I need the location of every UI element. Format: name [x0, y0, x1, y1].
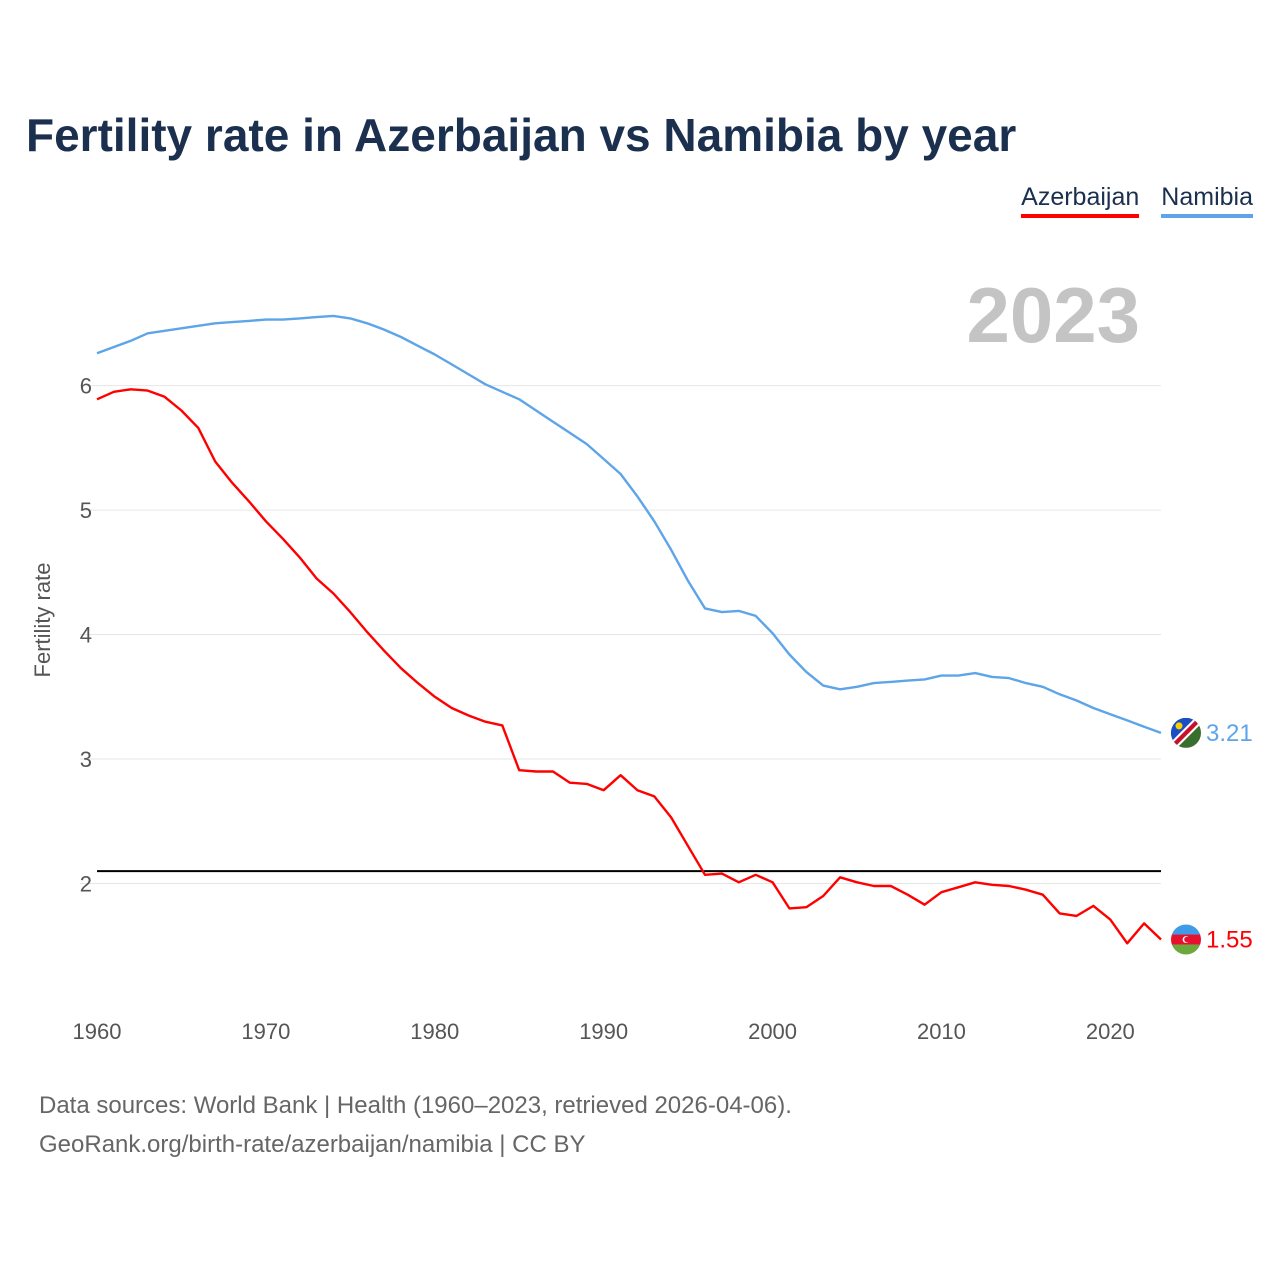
x-tick-label: 1980	[410, 1019, 459, 1044]
namibia-end-value: 3.21	[1206, 720, 1253, 747]
y-tick-label: 3	[80, 747, 92, 772]
x-tick-label: 1960	[73, 1019, 122, 1044]
series-line-azerbaijan[interactable]	[96, 388, 1162, 945]
x-tick-label: 2020	[1086, 1019, 1135, 1044]
legend: Azerbaijan Namibia	[1021, 183, 1253, 218]
y-tick-label: 2	[80, 872, 92, 897]
line-chart: 2 3 4 5 6 1960 1970 1980 1990 2000 2010 2020 2023 F…	[30, 271, 1253, 1044]
y-tick-label: 4	[80, 623, 92, 648]
source-line-1: Data sources: World Bank | Health (1960–…	[39, 1092, 792, 1119]
x-tick-label: 2010	[917, 1019, 966, 1044]
namibia-flag-icon	[1171, 717, 1201, 748]
y-tick-label: 6	[80, 374, 92, 399]
azerbaijan-flag-icon	[1171, 924, 1201, 955]
source-line-2[interactable]: GeoRank.org/birth-rate/azerbaijan/namibi…	[39, 1131, 586, 1158]
azerbaijan-end-value: 1.55	[1206, 927, 1253, 954]
current-year-label: 2023	[966, 271, 1140, 359]
x-tick-label: 1970	[241, 1019, 290, 1044]
series-line-namibia[interactable]	[96, 314, 1162, 735]
legend-namibia[interactable]: Namibia	[1161, 183, 1253, 218]
legend-azerbaijan[interactable]: Azerbaijan	[1021, 183, 1140, 218]
source-note: Data sources: World Bank | Health (1960–…	[39, 1086, 792, 1164]
y-axis-label: Fertility rate	[30, 563, 55, 678]
x-tick-label: 1990	[579, 1019, 628, 1044]
y-tick-label: 5	[80, 498, 92, 523]
x-tick-label: 2000	[748, 1019, 797, 1044]
chart-title: Fertility rate in Azerbaijan vs Namibia …	[26, 109, 1017, 161]
